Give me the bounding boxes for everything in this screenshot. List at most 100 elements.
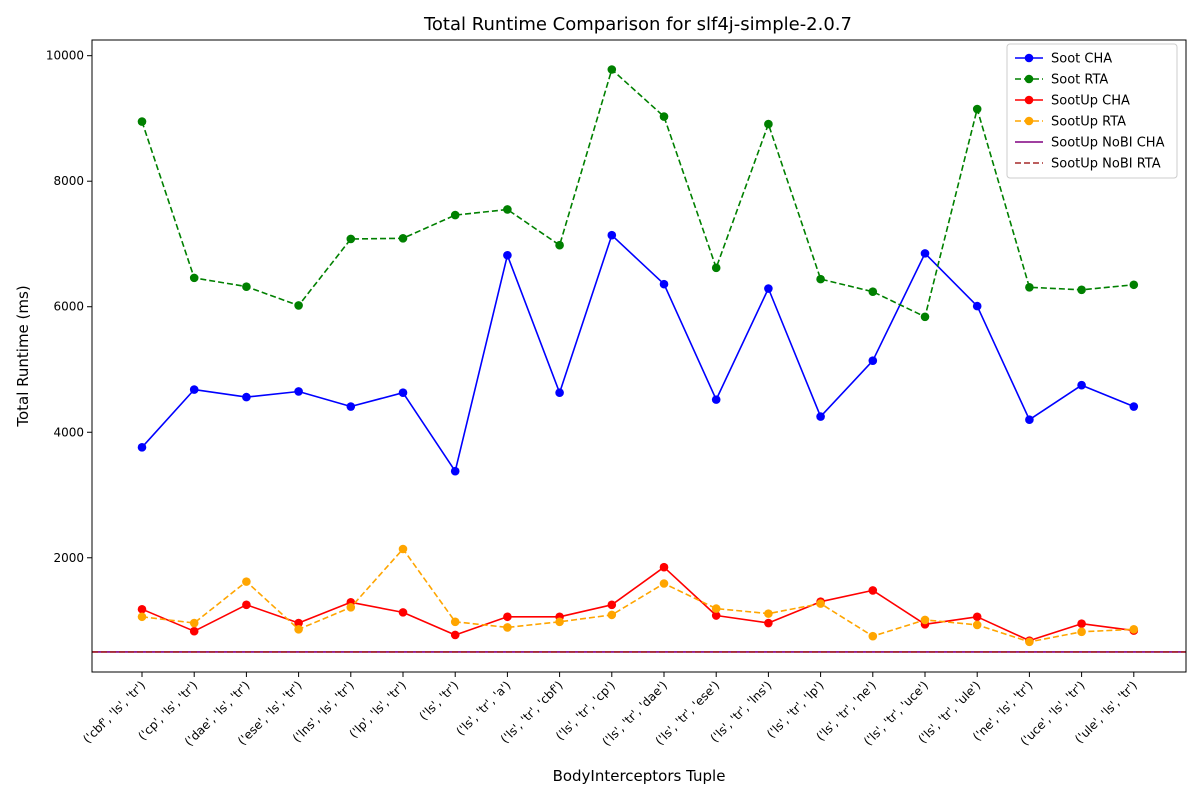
data-point bbox=[764, 284, 773, 293]
data-point bbox=[137, 604, 147, 614]
data-point bbox=[189, 618, 199, 628]
data-point bbox=[711, 395, 721, 404]
data-point bbox=[972, 612, 982, 622]
series-line bbox=[141, 566, 1134, 642]
data-point bbox=[607, 230, 617, 240]
legend-item: SootUp NoBI CHA bbox=[1015, 136, 1165, 151]
data-point bbox=[242, 282, 251, 291]
data-point bbox=[972, 620, 982, 630]
legend: Soot CHA Soot RTA SootUp CHA SootUp RTA Soot… bbox=[1006, 43, 1178, 179]
series-0 bbox=[137, 230, 1139, 476]
data-point bbox=[764, 119, 773, 129]
data-point bbox=[346, 402, 356, 411]
y-tick-label: 4000 bbox=[53, 425, 84, 439]
chart-title: Total Runtime Comparison for slf4j-simpl… bbox=[423, 14, 852, 35]
data-point bbox=[1077, 380, 1086, 390]
data-point bbox=[503, 612, 512, 622]
legend-item: SootUp RTA bbox=[1015, 115, 1126, 130]
legend-label: SootUp NoBI RTA bbox=[1051, 157, 1161, 172]
legend-item: SootUp CHA bbox=[1015, 94, 1130, 109]
legend-marker bbox=[1024, 53, 1034, 63]
legend-marker bbox=[1024, 95, 1034, 105]
data-point bbox=[503, 205, 512, 214]
data-point bbox=[972, 301, 982, 311]
data-point bbox=[189, 385, 199, 394]
x-axis-title: BodyInterceptors Tuple bbox=[553, 767, 726, 785]
legend-label: Soot CHA bbox=[1051, 52, 1112, 67]
y-tick-label: 10000 bbox=[46, 49, 84, 63]
y-tick-label: 6000 bbox=[53, 300, 84, 314]
data-point bbox=[398, 608, 408, 617]
data-point bbox=[137, 443, 147, 452]
legend-label: SootUp NoBI CHA bbox=[1051, 136, 1165, 151]
data-point bbox=[137, 612, 147, 622]
series-1 bbox=[137, 65, 1139, 322]
data-point bbox=[711, 611, 721, 620]
legend-label: Soot RTA bbox=[1051, 73, 1108, 88]
data-point bbox=[711, 263, 721, 273]
data-point bbox=[920, 249, 930, 258]
data-point bbox=[1025, 637, 1034, 647]
y-tick-label: 2000 bbox=[53, 551, 84, 565]
data-point bbox=[920, 312, 930, 322]
data-point bbox=[242, 577, 251, 586]
plot-area bbox=[92, 65, 1186, 653]
legend-marker bbox=[1024, 74, 1034, 84]
data-point bbox=[607, 65, 617, 74]
data-point bbox=[294, 625, 303, 634]
data-point bbox=[398, 388, 408, 398]
data-point bbox=[659, 579, 669, 588]
data-point bbox=[711, 604, 721, 613]
data-point bbox=[868, 586, 878, 595]
legend-item: SootUp NoBI RTA bbox=[1015, 157, 1161, 172]
data-point bbox=[398, 544, 408, 554]
data-point bbox=[1077, 627, 1086, 637]
legend-item: Soot RTA bbox=[1015, 73, 1108, 88]
data-point bbox=[294, 618, 303, 628]
data-point bbox=[868, 356, 878, 366]
data-point bbox=[1077, 619, 1086, 628]
data-point bbox=[1129, 280, 1139, 290]
data-point bbox=[189, 273, 199, 283]
series-3 bbox=[137, 544, 1139, 647]
data-point bbox=[503, 623, 512, 632]
y-tick-label: 8000 bbox=[53, 174, 84, 188]
data-point bbox=[1025, 415, 1034, 425]
legend-marker bbox=[1024, 116, 1034, 126]
data-point bbox=[868, 287, 878, 296]
data-point bbox=[1077, 285, 1086, 295]
data-point bbox=[816, 599, 825, 608]
series-line bbox=[141, 548, 1134, 643]
data-point bbox=[816, 412, 825, 421]
data-point bbox=[607, 610, 617, 620]
data-point bbox=[659, 112, 669, 121]
data-point bbox=[294, 387, 303, 396]
data-point bbox=[189, 626, 199, 636]
data-point bbox=[1129, 402, 1139, 411]
data-point bbox=[346, 603, 356, 612]
data-point bbox=[555, 240, 564, 250]
data-point bbox=[764, 609, 773, 618]
data-point bbox=[764, 618, 773, 628]
series-line bbox=[141, 68, 1134, 318]
data-point bbox=[242, 392, 251, 402]
legend-box bbox=[1006, 43, 1178, 179]
legend-label: SootUp CHA bbox=[1051, 94, 1130, 109]
legend-label: SootUp RTA bbox=[1051, 115, 1126, 130]
data-point bbox=[242, 600, 251, 610]
y-axis: 2000 4000 6000 8000 10000 bbox=[46, 49, 92, 565]
series-2 bbox=[137, 562, 1139, 645]
data-point bbox=[1129, 625, 1139, 634]
data-point bbox=[450, 617, 460, 627]
data-point bbox=[659, 279, 669, 289]
data-point bbox=[294, 301, 303, 310]
data-point bbox=[659, 562, 669, 572]
data-point bbox=[868, 631, 878, 641]
data-point bbox=[555, 388, 564, 398]
data-point bbox=[972, 104, 982, 114]
data-point bbox=[816, 274, 825, 284]
data-point bbox=[607, 600, 617, 610]
y-axis-title: Total Runtime (ms) bbox=[14, 285, 32, 427]
